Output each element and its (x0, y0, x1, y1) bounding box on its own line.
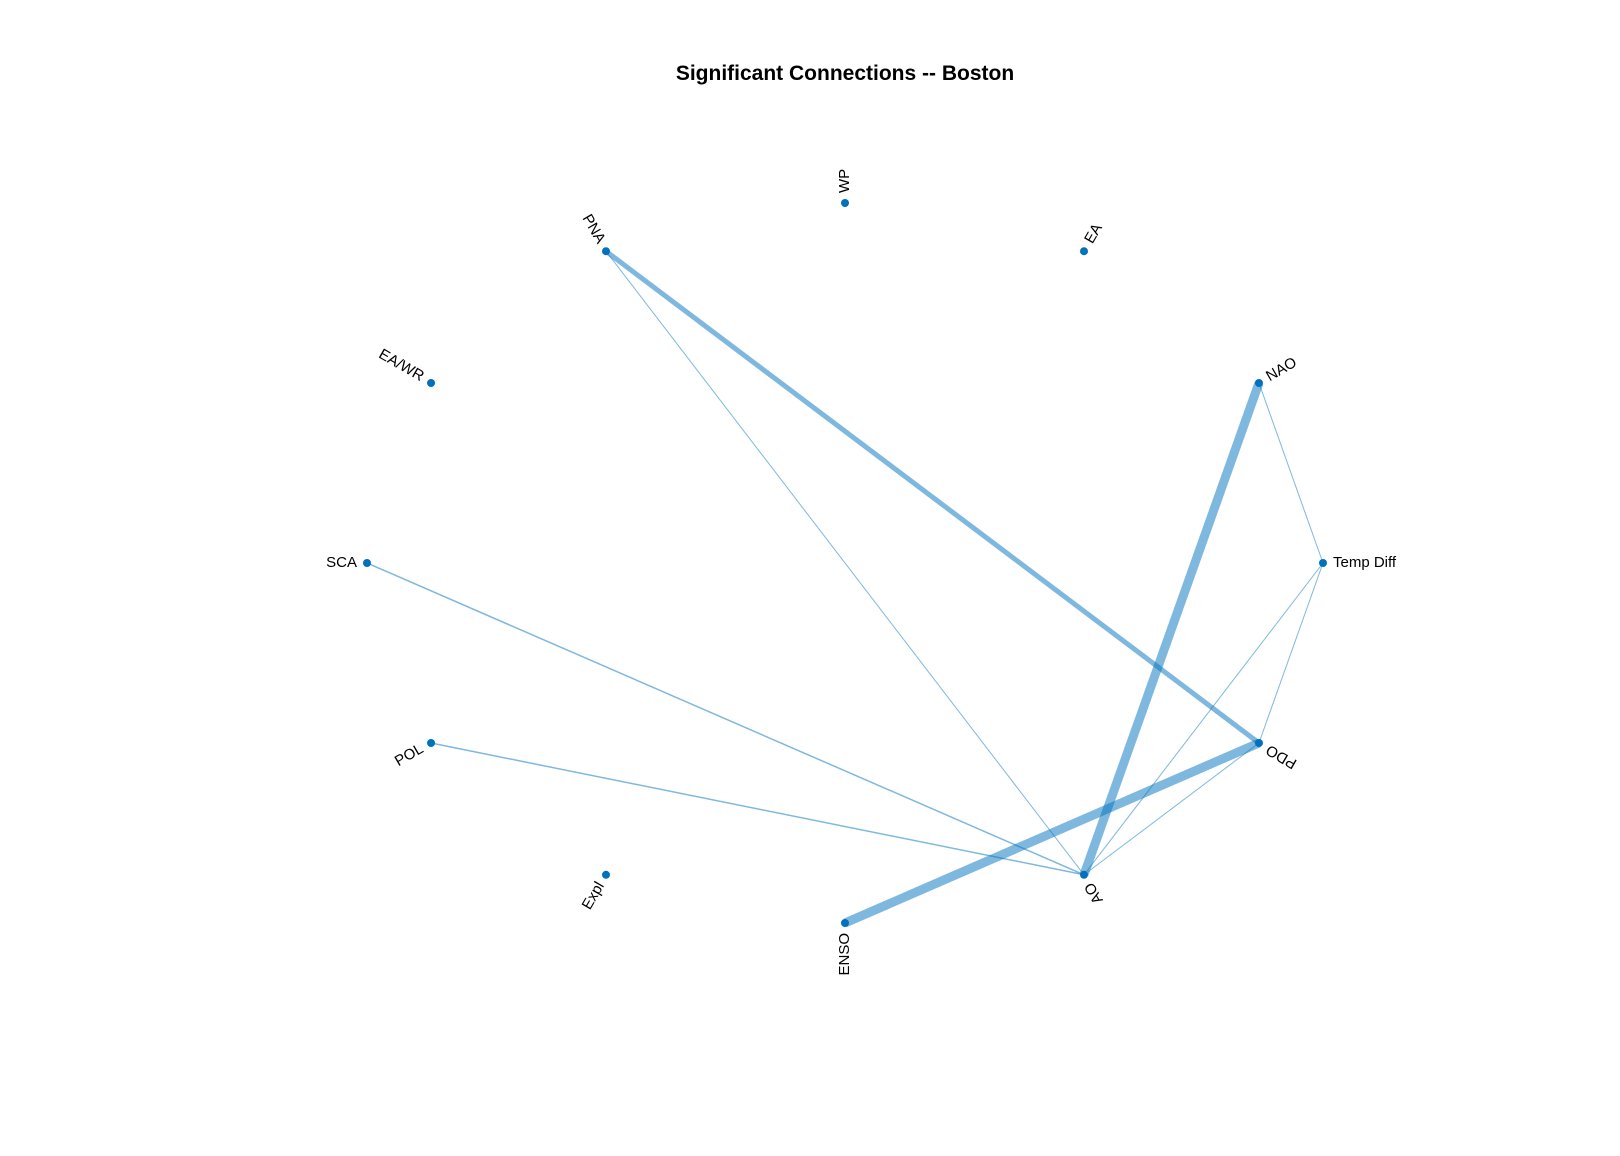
edge-enso-pdo (843, 738, 1261, 928)
edge-pdo-ao (1083, 742, 1260, 876)
node-label-enso: ENSO (836, 933, 853, 976)
node-pdo (1254, 739, 1263, 747)
node-sca (363, 559, 371, 567)
edge-nao-ao (1079, 381, 1264, 877)
edge-sca-ao (366, 562, 1085, 876)
edge-pol-ao (430, 742, 1085, 876)
node-label-ao: AO (1081, 879, 1107, 906)
node-label-pdo: PDO (1263, 741, 1300, 772)
node-wp (841, 199, 849, 207)
node-layer (363, 199, 1327, 927)
node-ea (1080, 247, 1088, 256)
node-label-pna: PNA (579, 211, 609, 246)
node-label-eawr: EA/WR (376, 346, 427, 385)
node-temp-diff (1319, 559, 1327, 567)
node-label-expl: Expl (579, 879, 608, 913)
node-label-wp: WP (836, 169, 853, 193)
edge-temp-diff-ao (1083, 562, 1324, 876)
node-ao (1080, 870, 1088, 879)
node-label-temp-diff: Temp Diff (1333, 554, 1397, 571)
edge-pna-pdo (604, 249, 1261, 745)
node-eawr (427, 379, 436, 387)
node-nao (1254, 379, 1263, 387)
edge-temp-diff-pdo (1258, 562, 1324, 744)
edge-nao-temp-diff (1258, 382, 1324, 564)
node-pol (427, 739, 436, 747)
node-label-nao: NAO (1263, 354, 1300, 385)
node-pna (602, 247, 610, 256)
node-label-pol: POL (392, 740, 426, 770)
graph-title: Significant Connections -- Boston (676, 62, 1014, 85)
node-enso (841, 919, 849, 927)
node-label-sca: SCA (326, 554, 357, 571)
edge-pna-ao (605, 250, 1085, 876)
node-label-ea: EA (1081, 221, 1106, 247)
edge-layer (366, 249, 1324, 928)
node-expl (602, 870, 610, 879)
label-layer: Temp Diff NAO EA WP PNA EA/WR SCA POL Expl ENSO AO… (326, 169, 1397, 976)
